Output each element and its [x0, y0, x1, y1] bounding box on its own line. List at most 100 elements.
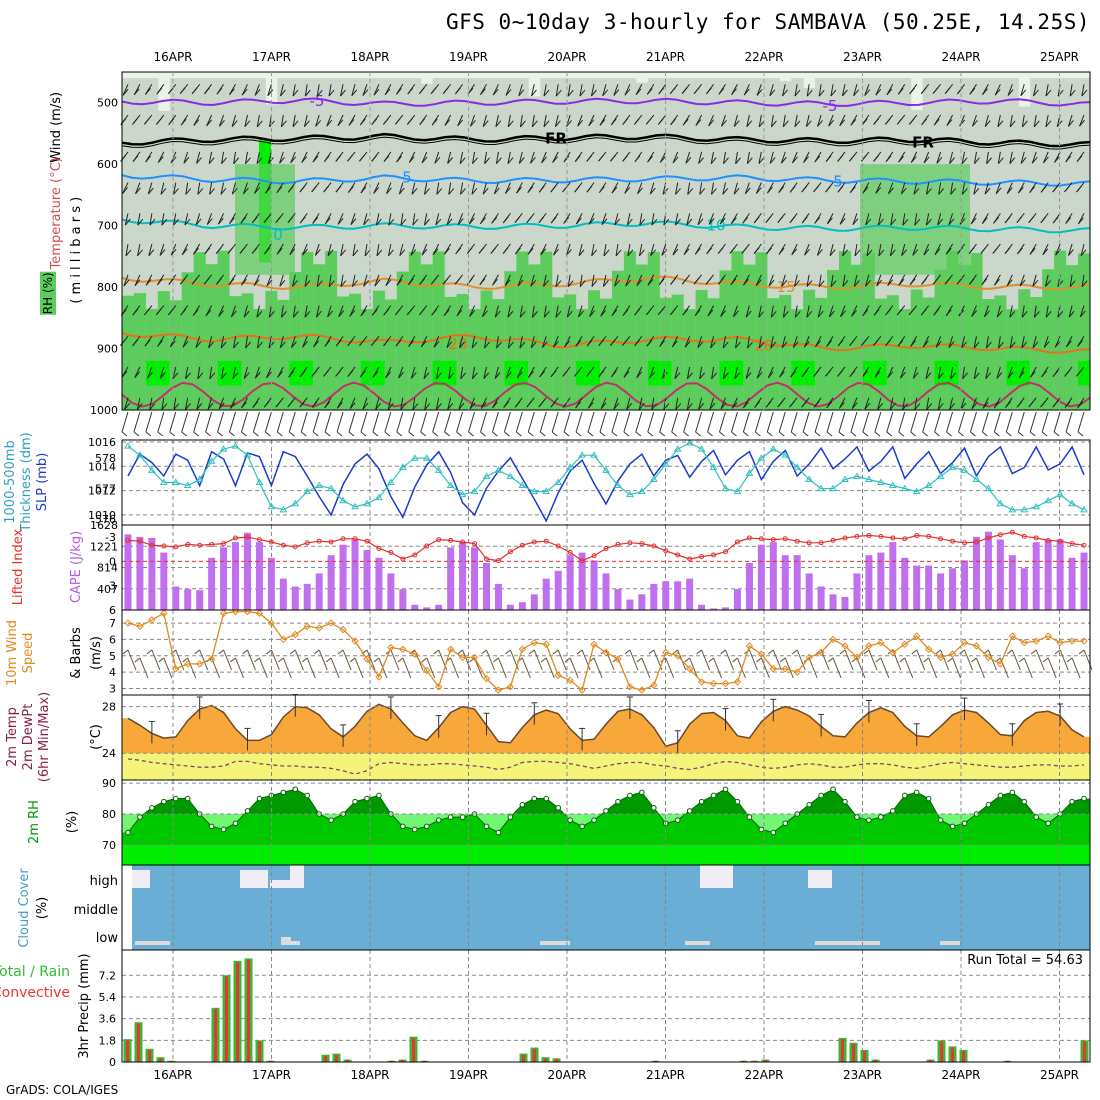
- contour-label: FR: [545, 129, 567, 147]
- wind-barb: [121, 411, 129, 433]
- thickness-marker: [924, 481, 933, 489]
- wind-barb: [290, 151, 296, 164]
- wind-barb: [707, 309, 714, 317]
- wind-barb: [360, 186, 367, 194]
- wind-barb: [733, 182, 738, 195]
- wind-barb: [185, 182, 189, 195]
- wind-barb: [482, 187, 489, 195]
- wind-barb: [436, 403, 442, 410]
- wind-barb: [312, 431, 319, 437]
- wind-barb: [469, 397, 476, 410]
- wind-barb: [961, 182, 966, 195]
- li-marker: [543, 538, 549, 544]
- wind-barb: [566, 305, 571, 318]
- wind-barb: [575, 217, 582, 225]
- rh-green-band: [277, 299, 290, 410]
- wind-barb: [842, 249, 849, 257]
- wind-barb: [731, 88, 737, 96]
- wind-barb: [1043, 341, 1050, 348]
- wind-barb: [1076, 185, 1082, 193]
- wind-barb: [638, 397, 643, 410]
- wind-barb: [1077, 401, 1084, 409]
- wind-barb: [241, 401, 247, 409]
- panel-label: (m/s): [89, 636, 104, 670]
- wind-barb: [462, 649, 472, 671]
- wind-barb: [1081, 89, 1088, 97]
- wind-barb: [944, 87, 951, 95]
- wind-barb: [945, 247, 952, 255]
- wind-barb: [853, 84, 858, 96]
- li-marker: [962, 540, 968, 546]
- wind-barb: [360, 309, 367, 317]
- thickness-marker: [494, 466, 503, 473]
- wind-barb: [826, 411, 834, 433]
- wind-barb: [665, 657, 675, 679]
- rh-marker: [698, 798, 705, 805]
- precip-conv-bar: [269, 1060, 272, 1062]
- wind-barb: [173, 182, 177, 195]
- wind-barb: [384, 431, 391, 437]
- wind-barb: [622, 309, 629, 316]
- wind-barb: [328, 89, 335, 97]
- wind-barb: [446, 218, 453, 226]
- wind-barb: [406, 308, 413, 316]
- rh-marker: [328, 817, 334, 823]
- y-tick-label: 5.4: [99, 991, 117, 1004]
- rh-green-band: [468, 309, 482, 410]
- wind-barb: [720, 305, 726, 317]
- wind-speed-marker: [793, 668, 801, 676]
- wind-barb: [507, 305, 511, 318]
- cape-bar: [781, 555, 789, 610]
- wind-barb: [143, 118, 150, 125]
- wind-barb: [279, 341, 286, 349]
- wind-barb: [794, 114, 798, 127]
- wind-barb: [611, 411, 619, 433]
- rh-marker: [483, 823, 490, 830]
- wind-barb: [913, 182, 918, 195]
- wind-barb: [1017, 247, 1023, 255]
- wind-barb: [160, 187, 167, 195]
- wind-barb: [552, 336, 559, 348]
- wind-barb: [733, 187, 740, 195]
- wind-barb: [517, 279, 524, 287]
- rh-marker: [627, 792, 633, 799]
- wind-barb: [926, 397, 930, 410]
- wind-barb: [193, 431, 199, 437]
- wind-barb: [683, 411, 691, 433]
- wind-barb: [754, 411, 762, 433]
- wind-barb: [647, 278, 654, 286]
- wind-barb: [384, 88, 391, 96]
- wind-barb: [408, 340, 414, 347]
- thickness-marker: [649, 475, 658, 482]
- wind-barb: [995, 187, 1002, 195]
- wind-barb: [398, 371, 404, 379]
- wind-barb: [923, 243, 930, 256]
- wind-barb: [468, 431, 474, 437]
- wind-speed-marker: [1020, 638, 1028, 647]
- li-marker: [687, 556, 693, 562]
- precip-conv-bar: [742, 1060, 745, 1062]
- wind-barb: [235, 657, 244, 679]
- wind-barb: [689, 657, 699, 679]
- wind-barb: [492, 88, 499, 96]
- wind-barb: [971, 397, 977, 410]
- wind-barb: [961, 188, 968, 195]
- wind-barb: [327, 310, 333, 318]
- wind-barb: [526, 216, 533, 223]
- wind-barb: [982, 88, 988, 96]
- precip-frame: [121, 949, 1091, 1063]
- wind-barb: [448, 366, 452, 379]
- wind-barb: [622, 118, 629, 125]
- wind-barb: [218, 402, 225, 410]
- precip-conv-bar: [401, 1059, 404, 1062]
- wind-barb: [829, 310, 835, 318]
- cape-bar: [482, 563, 490, 610]
- wind-barb: [328, 274, 332, 287]
- wind-barb: [447, 397, 452, 410]
- wind-barb: [300, 431, 307, 437]
- thickness-marker: [721, 484, 730, 492]
- wind-barb: [741, 247, 748, 254]
- wind-speed-marker: [387, 643, 395, 652]
- wind-barb: [892, 649, 902, 671]
- wind-barb: [469, 114, 476, 127]
